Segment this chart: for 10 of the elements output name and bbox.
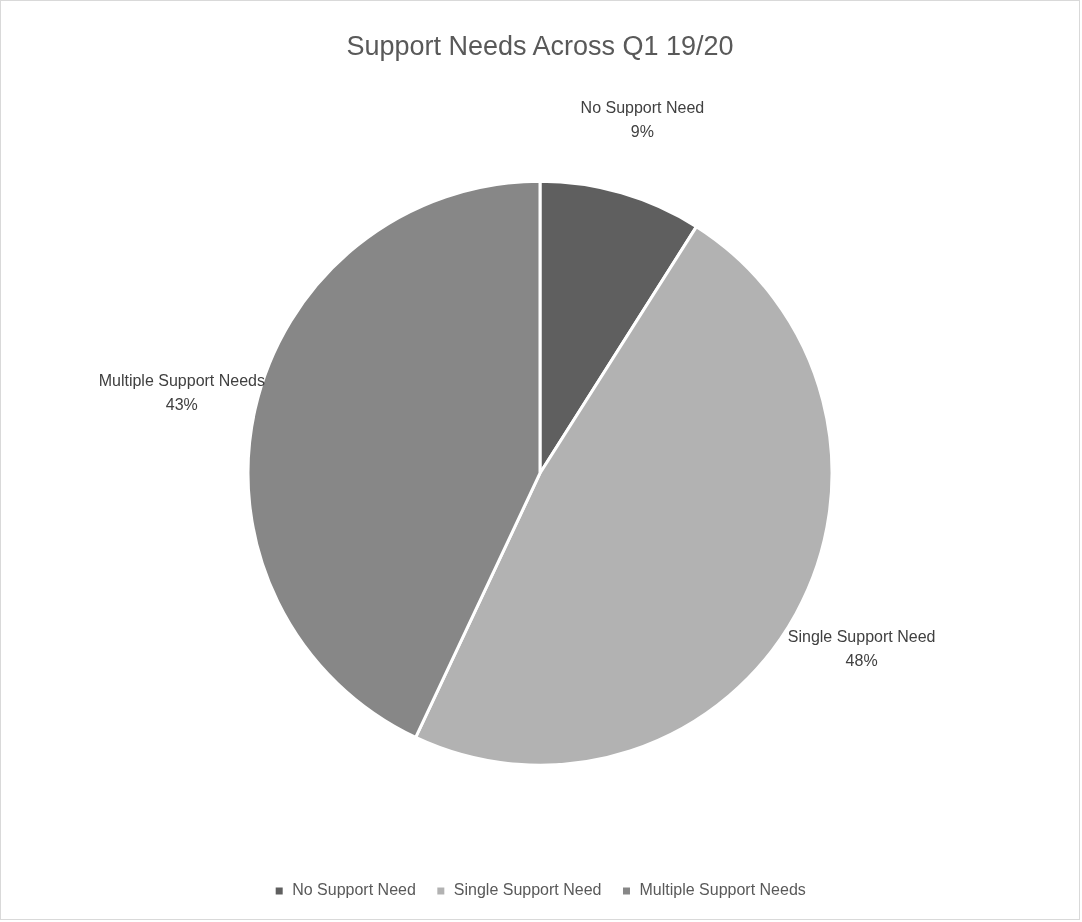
legend-label: Multiple Support Needs — [639, 881, 806, 899]
legend-label: No Support Need — [292, 881, 416, 899]
legend-label: Single Support Need — [453, 881, 602, 899]
data-label: 43% — [165, 395, 198, 413]
data-label: 48% — [845, 652, 878, 670]
slice-label: Multiple Support Needs — [98, 371, 265, 389]
slice-label: No Support Need — [580, 99, 705, 117]
slice-label: Single Support Need — [787, 628, 936, 646]
data-label: 9% — [630, 123, 654, 141]
chart-title: Support Needs Across Q1 19/20 — [346, 30, 734, 61]
